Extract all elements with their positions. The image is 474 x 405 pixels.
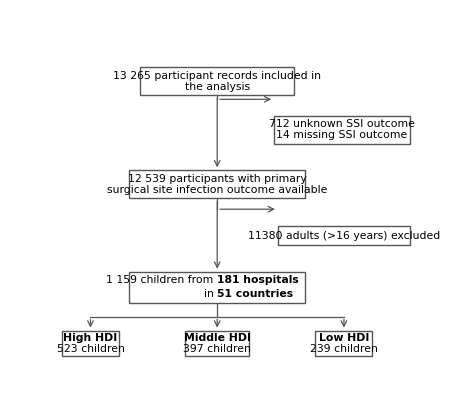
Text: High HDI: High HDI [64,333,118,343]
Text: surgical site infection outcome available: surgical site infection outcome availabl… [107,185,328,195]
Text: 181 hospitals: 181 hospitals [217,275,299,285]
FancyBboxPatch shape [129,170,305,198]
Text: 239 children: 239 children [310,343,378,354]
Text: 12 539 participants with primary: 12 539 participants with primary [128,174,307,183]
FancyBboxPatch shape [278,226,410,245]
Text: 712 unknown SSI outcome: 712 unknown SSI outcome [269,119,415,129]
Text: 13 265 participant records included in: 13 265 participant records included in [113,71,321,81]
Text: 397 children: 397 children [183,343,251,354]
Text: 523 children: 523 children [56,343,124,354]
FancyBboxPatch shape [185,330,249,356]
FancyBboxPatch shape [129,272,305,303]
Text: 1 159 children from: 1 159 children from [107,275,217,285]
Text: the analysis: the analysis [185,82,250,92]
FancyBboxPatch shape [62,330,119,356]
Text: Low HDI: Low HDI [319,333,369,343]
Text: in: in [204,289,217,299]
Text: 14 missing SSI outcome: 14 missing SSI outcome [276,130,408,140]
Text: 51 countries: 51 countries [217,289,293,299]
Text: 11380 adults (>16 years) excluded: 11380 adults (>16 years) excluded [248,231,440,241]
Text: Middle HDI: Middle HDI [184,333,251,343]
FancyBboxPatch shape [140,67,294,96]
FancyBboxPatch shape [316,330,373,356]
FancyBboxPatch shape [274,116,410,144]
